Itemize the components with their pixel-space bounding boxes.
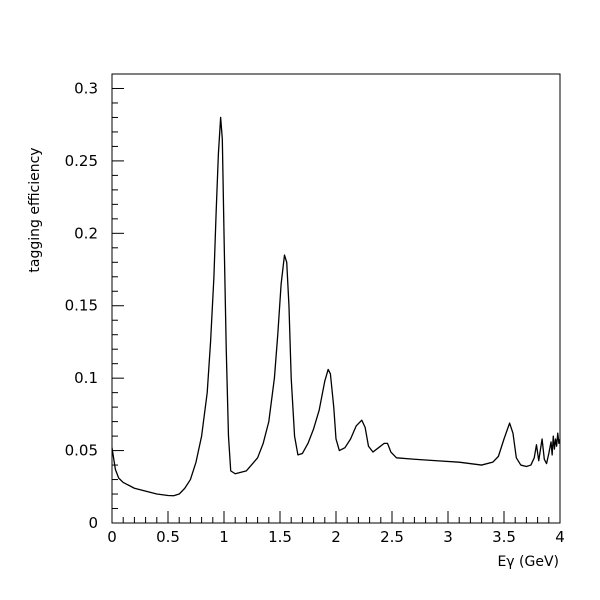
plot-frame: [111, 73, 561, 524]
y-tick-label: 0.25: [65, 152, 98, 170]
x-axis-ticks: [111, 511, 561, 523]
y-axis-ticks: [112, 73, 124, 524]
x-axis-title: Eγ (GeV): [497, 554, 559, 570]
series-layer: [111, 116, 561, 497]
x-tick-label: 2: [331, 528, 341, 546]
y-axis-title: tagging efficiency: [27, 147, 43, 272]
x-axis-tick-labels: 0 0.5 1 1.5 2 2.5 3 3.5 4: [107, 528, 565, 546]
y-tick-label: 0.2: [74, 224, 98, 242]
x-tick-label: 0: [107, 528, 117, 546]
y-tick-label: 0.1: [74, 369, 98, 387]
x-tick-label: 4: [555, 528, 565, 546]
x-tick-label: 3: [443, 528, 453, 546]
series-line: [111, 116, 561, 497]
y-tick-label: 0.15: [65, 297, 98, 315]
x-tick-label: 0.5: [156, 528, 180, 546]
x-tick-label: 3.5: [492, 528, 516, 546]
y-tick-label: 0: [88, 514, 98, 532]
y-axis-tick-labels: 0 0.05 0.1 0.15 0.2 0.25 0.3: [65, 79, 98, 532]
x-tick-label: 1.5: [268, 528, 292, 546]
x-tick-label: 1: [219, 528, 229, 546]
y-tick-label: 0.3: [74, 79, 98, 97]
x-tick-label: 2.5: [380, 528, 404, 546]
y-tick-label: 0.05: [65, 442, 98, 460]
